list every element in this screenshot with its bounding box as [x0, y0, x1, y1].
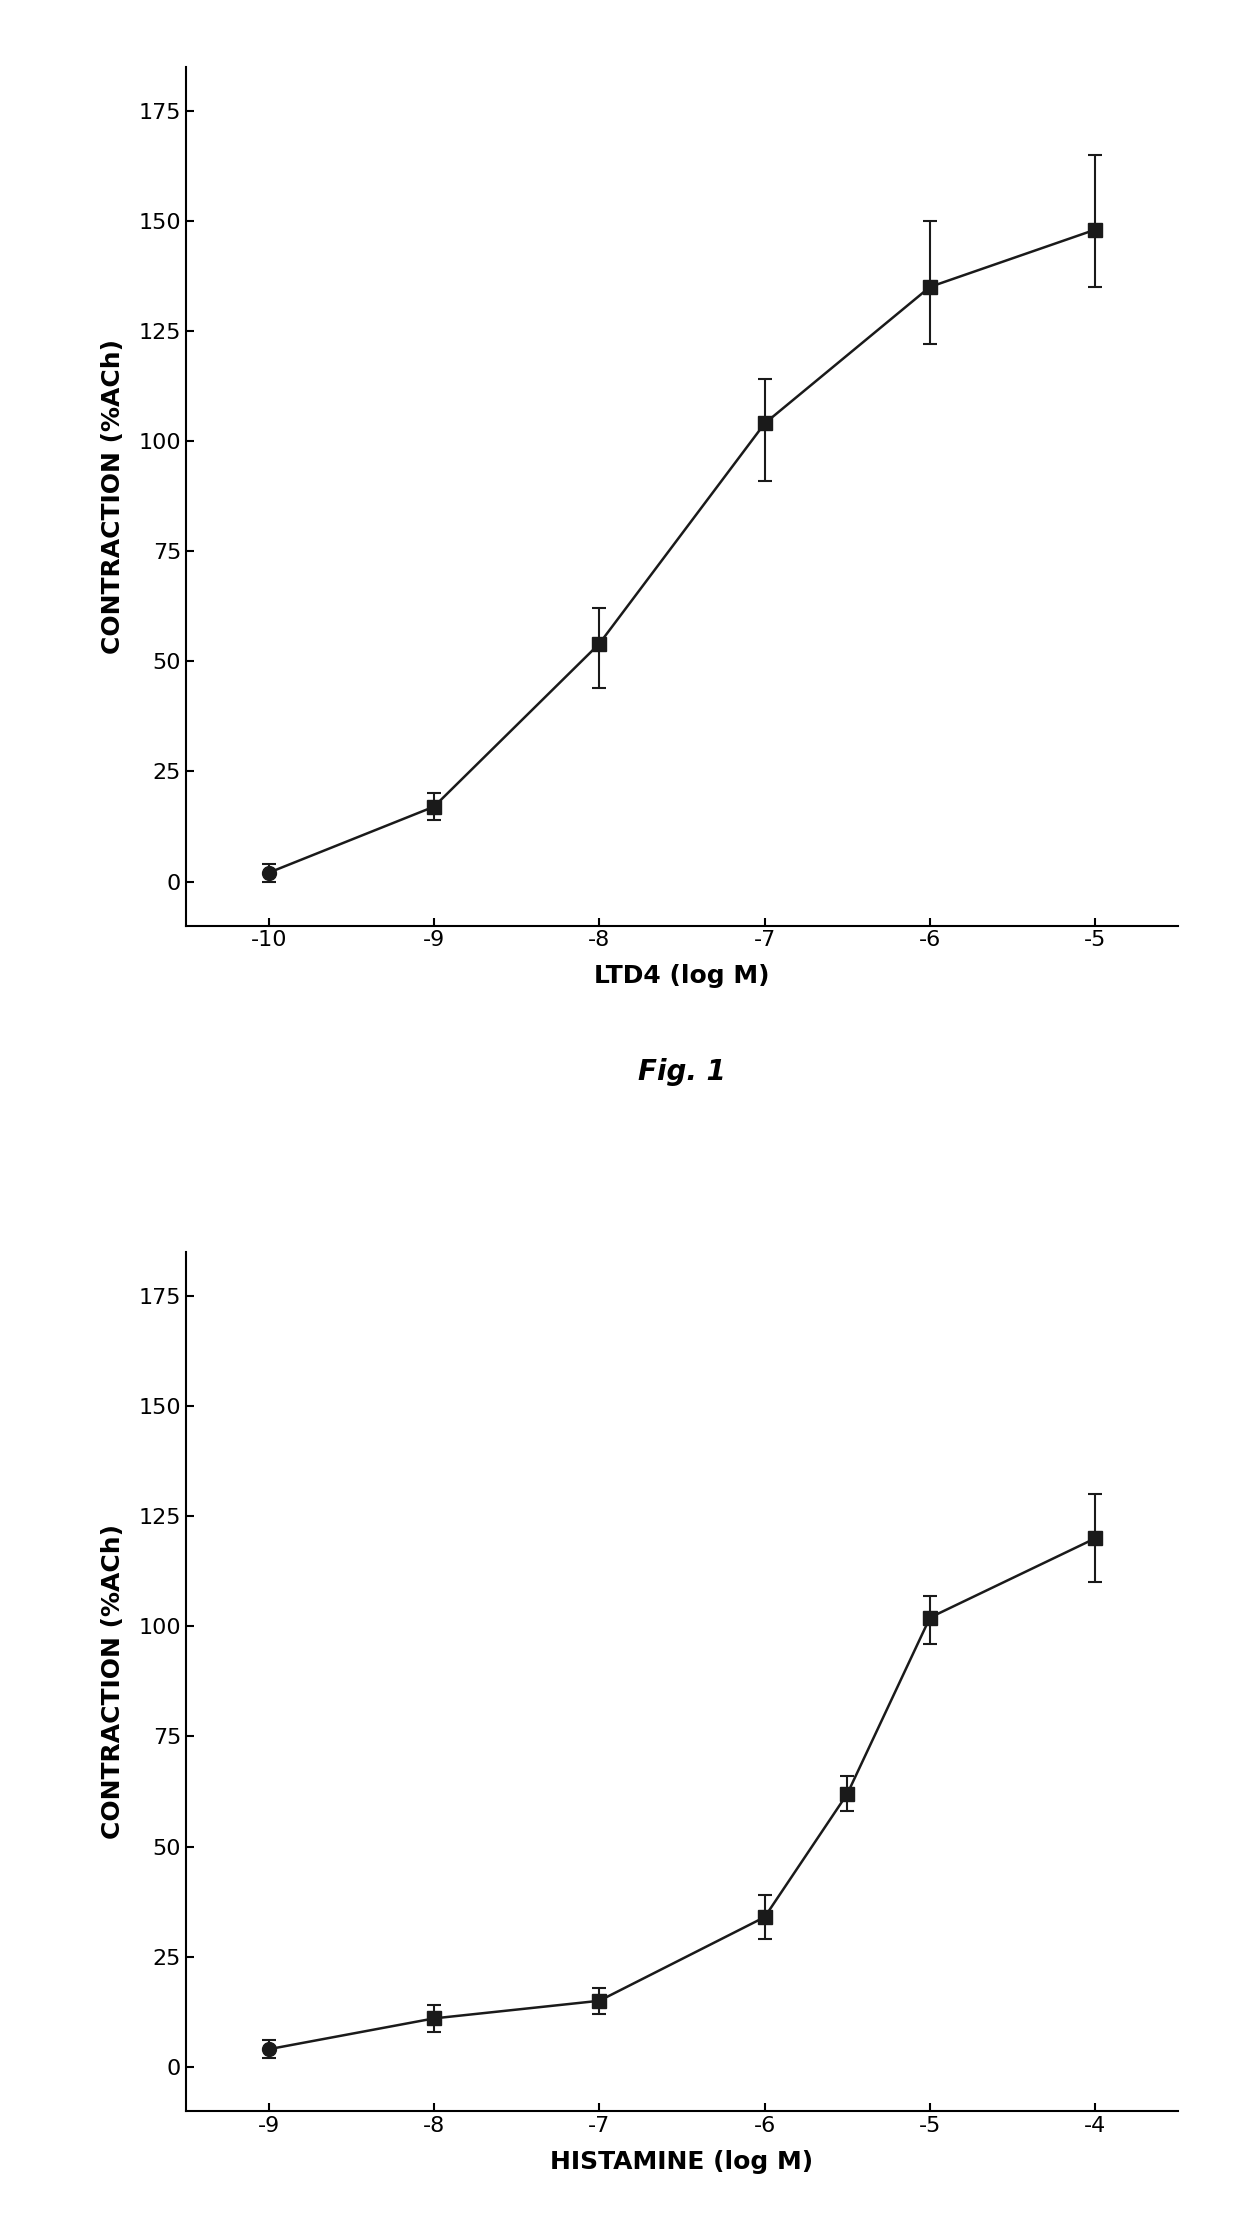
Y-axis label: CONTRACTION (%ACh): CONTRACTION (%ACh) — [100, 338, 125, 653]
X-axis label: LTD4 (log M): LTD4 (log M) — [594, 964, 770, 989]
Text: Fig. 1: Fig. 1 — [639, 1058, 725, 1087]
X-axis label: HISTAMINE (log M): HISTAMINE (log M) — [551, 2149, 813, 2173]
Y-axis label: CONTRACTION (%ACh): CONTRACTION (%ACh) — [100, 1524, 125, 1840]
